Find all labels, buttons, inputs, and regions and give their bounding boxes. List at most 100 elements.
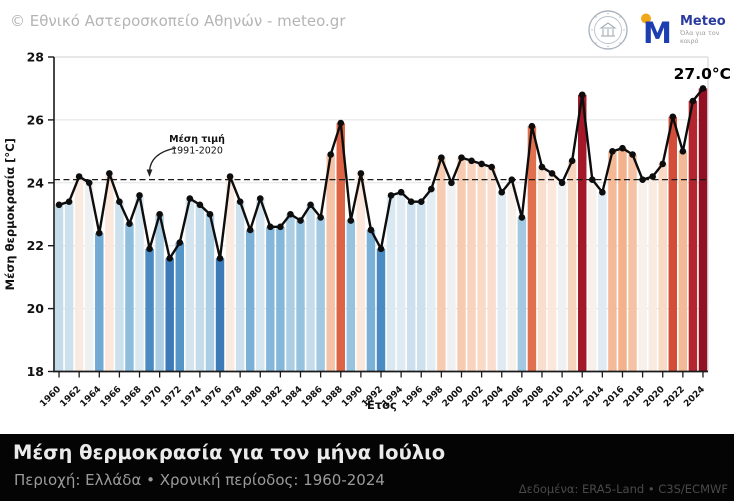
- temp-bar: [628, 154, 637, 372]
- x-tick-label: 1984: [280, 385, 305, 410]
- x-tick-label: 1966: [99, 385, 124, 410]
- mean-annotation-line1: Μέση τιμή: [169, 134, 225, 145]
- temp-point: [116, 198, 123, 205]
- temp-bar: [557, 182, 567, 372]
- temp-point: [689, 97, 697, 105]
- temp-bar: [115, 201, 124, 372]
- x-tick-label: 1990: [340, 385, 365, 410]
- temp-point: [407, 198, 415, 205]
- temp-bar: [588, 179, 597, 372]
- temp-point: [246, 226, 254, 234]
- temp-point: [367, 226, 375, 234]
- temp-point: [136, 192, 143, 199]
- x-tick-label: 2020: [642, 385, 667, 410]
- temp-bar: [366, 229, 376, 372]
- chart-canvas: 1820222426281960196219641966196819701972…: [3, 50, 731, 413]
- meteo-wordmark: Meteo: [680, 14, 726, 30]
- temperature-points: [55, 85, 707, 262]
- x-tick-label: 1968: [119, 385, 144, 410]
- temp-bar: [698, 88, 708, 372]
- x-tick-label: 2014: [582, 385, 607, 410]
- chart-title: Μέση θερμοκρασία για τον μήνα Ιούλιο: [13, 441, 446, 464]
- temp-bar: [225, 176, 235, 372]
- temp-bar: [326, 154, 335, 372]
- temp-point: [106, 170, 113, 177]
- temp-point: [659, 160, 667, 168]
- temp-bar: [467, 160, 476, 372]
- temp-bar: [175, 242, 184, 372]
- temperature-bars: [54, 88, 708, 372]
- temp-point: [568, 157, 576, 165]
- temp-bar: [567, 160, 577, 372]
- temp-bar: [507, 179, 517, 372]
- y-tick-label: 20: [27, 301, 45, 316]
- temp-bar: [376, 248, 386, 372]
- temp-bar: [74, 176, 84, 372]
- temp-bar: [598, 192, 607, 372]
- temp-bar: [306, 204, 315, 372]
- x-tick-label: 1986: [300, 385, 325, 410]
- temp-point: [176, 239, 184, 246]
- temp-bar: [195, 204, 205, 372]
- temp-bar: [437, 157, 446, 372]
- temp-point: [236, 198, 244, 205]
- temp-bar: [215, 258, 225, 372]
- temp-point: [609, 148, 616, 155]
- x-tick-label: 1970: [139, 385, 164, 410]
- temp-bar: [346, 220, 356, 372]
- temp-point: [226, 173, 234, 180]
- temp-point: [458, 154, 465, 161]
- y-tick-label: 18: [27, 364, 44, 379]
- temp-point: [196, 201, 204, 209]
- x-tick-label: 2024: [682, 385, 707, 410]
- temp-bar: [125, 223, 134, 372]
- temp-bar: [477, 163, 486, 372]
- x-tick-label: 2010: [541, 385, 566, 410]
- annotation-arrow: [148, 147, 177, 173]
- temp-bar: [286, 214, 295, 372]
- y-tick-label: 28: [27, 50, 44, 65]
- temp-point: [699, 85, 707, 92]
- temp-point: [297, 217, 304, 224]
- temp-bar: [135, 195, 144, 372]
- meteo-m-icon: M: [641, 13, 672, 50]
- temp-point: [347, 217, 355, 224]
- temp-point: [397, 188, 405, 196]
- temp-point: [448, 179, 455, 187]
- temp-bar: [668, 116, 678, 372]
- x-tick-label: 1996: [401, 385, 426, 410]
- temp-bar: [316, 217, 325, 372]
- temp-point: [65, 198, 73, 205]
- svg-text:M: M: [643, 16, 672, 50]
- x-tick-label: 2018: [622, 385, 647, 410]
- temp-point: [629, 151, 636, 158]
- temp-point: [438, 154, 445, 161]
- temp-bar: [105, 173, 114, 372]
- footer-bar: Μέση θερμοκρασία για τον μήνα Ιούλιο Περ…: [0, 434, 734, 501]
- temp-bar: [527, 126, 537, 372]
- temp-bar: [64, 201, 74, 372]
- temp-bar: [155, 214, 164, 372]
- x-tick-label: 2008: [521, 385, 546, 410]
- temp-point: [307, 201, 314, 209]
- temp-point: [317, 214, 324, 221]
- temp-point: [468, 157, 475, 165]
- y-tick-label: 26: [27, 112, 45, 127]
- y-tick-labels: 18 20 22 24 26 28: [27, 50, 45, 380]
- temp-bar: [235, 201, 245, 372]
- x-tick-label: 2016: [602, 385, 627, 410]
- temp-point: [528, 122, 536, 130]
- temp-point: [75, 173, 83, 180]
- temp-point: [387, 192, 395, 199]
- copyright-text: © Εθνικό Αστεροσκοπείο Αθηνών - meteo.gr: [10, 12, 346, 30]
- temp-bar: [688, 101, 698, 372]
- temp-bar: [165, 258, 174, 372]
- temp-bar: [537, 167, 547, 372]
- x-axis-title: Έτος: [364, 398, 397, 412]
- temp-point: [95, 229, 103, 237]
- temp-bar: [245, 229, 255, 372]
- temp-point: [146, 245, 153, 253]
- temp-point: [679, 148, 687, 155]
- temp-bar: [145, 248, 154, 372]
- x-tick-label: 1980: [240, 385, 265, 410]
